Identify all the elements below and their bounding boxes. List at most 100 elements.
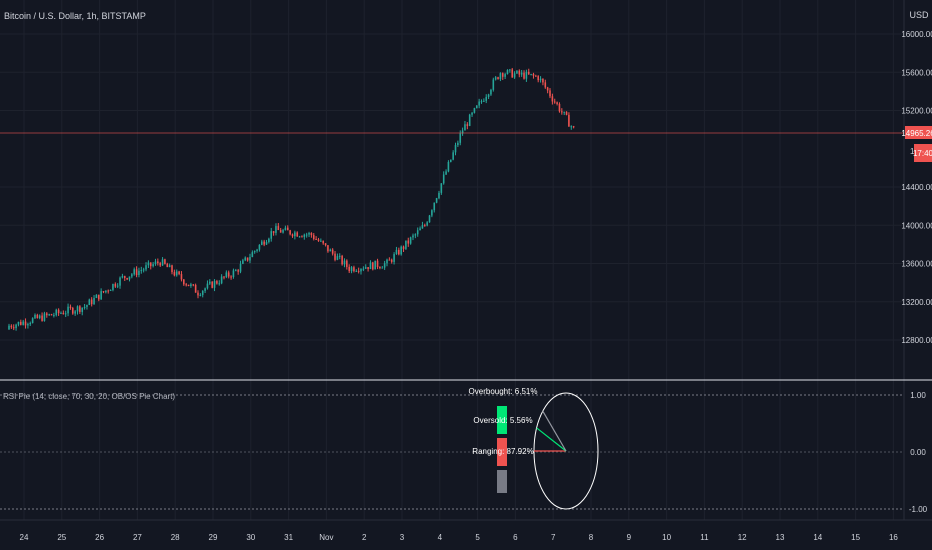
candle-body: [367, 267, 369, 270]
candle-body: [289, 230, 291, 235]
indicator-tick-top: 1.00: [910, 391, 926, 400]
candle-body: [438, 192, 440, 199]
candle-body: [109, 289, 112, 291]
currency-label[interactable]: USD: [909, 10, 929, 20]
time-tick-label: 4: [438, 533, 443, 542]
candle-body: [468, 114, 471, 126]
candle-body: [64, 313, 67, 315]
candle-body: [305, 234, 308, 236]
candle-body: [393, 254, 395, 262]
candle-body: [561, 111, 563, 113]
candle-body: [346, 260, 348, 267]
pie-slice-oversold: [536, 427, 567, 452]
candle-body: [48, 314, 50, 316]
candle-body: [405, 240, 407, 249]
time-tick-label: 8: [589, 533, 594, 542]
price-tick-label: 13200.00: [901, 298, 932, 307]
candle-body: [310, 233, 313, 236]
time-tick-label: 30: [246, 533, 255, 542]
candle-body: [398, 249, 400, 255]
candle-body: [447, 161, 450, 172]
candle-body: [275, 226, 277, 233]
candle-body: [317, 239, 320, 242]
symbol-title[interactable]: Bitcoin / U.S. Dollar, 1h, BITSTAMP: [4, 11, 146, 21]
price-candles[interactable]: [8, 67, 575, 331]
candle-body: [194, 284, 197, 293]
candle-body: [197, 292, 199, 296]
indicator-title[interactable]: RSI Pie (14, close, 70, 30, 20, OB/OS Pi…: [3, 392, 175, 401]
candle-body: [31, 318, 34, 323]
candle-body: [140, 270, 143, 272]
candle-body: [501, 73, 504, 77]
candle-body: [256, 249, 258, 251]
candle-body: [244, 257, 247, 261]
candle-body: [284, 227, 287, 231]
candle-body: [218, 283, 221, 285]
candle-body: [183, 279, 185, 285]
candle-body: [265, 242, 268, 245]
candle-body: [263, 241, 265, 245]
rsi-pie-chart: [533, 392, 599, 510]
candle-body: [449, 159, 452, 162]
candle-body: [546, 87, 549, 91]
candle-body: [386, 259, 388, 264]
candle-body: [433, 202, 436, 211]
candle-body: [258, 244, 261, 250]
candle-body: [107, 290, 110, 292]
oversold-legend-box: [497, 406, 507, 434]
time-tick-label: 25: [57, 533, 66, 542]
candle-body: [568, 114, 570, 127]
candle-body: [409, 237, 412, 244]
candle-body: [364, 267, 367, 269]
candle-body: [260, 241, 263, 245]
time-tick-label: 9: [627, 533, 632, 542]
candle-body: [379, 267, 381, 269]
candle-body: [464, 124, 466, 131]
candle-body: [223, 276, 225, 278]
time-tick-label: 31: [284, 533, 293, 542]
time-tick-label: 11: [700, 533, 709, 542]
candle-body: [355, 270, 358, 272]
price-axis[interactable]: 16000.00 15600.00 15200.00 14400.00 14000.00…: [901, 30, 932, 345]
candle-body: [348, 266, 350, 272]
candle-body: [539, 78, 542, 81]
candle-body: [46, 313, 48, 316]
candle-body: [55, 309, 58, 316]
candle-body: [395, 249, 398, 255]
candle-body: [506, 69, 509, 75]
candle-body: [421, 225, 424, 229]
time-tick-label: 16: [889, 533, 898, 542]
candle-body: [416, 230, 419, 235]
candle-body: [268, 238, 270, 243]
candle-body: [565, 111, 568, 115]
time-tick-label: 29: [209, 533, 218, 542]
candle-body: [133, 269, 136, 275]
candle-body: [173, 272, 176, 276]
candle-body: [471, 112, 473, 115]
candle-body: [353, 267, 355, 272]
candle-body: [412, 235, 414, 238]
candle-body: [282, 230, 284, 233]
candle-body: [428, 215, 431, 223]
time-axis[interactable]: 24 25 26 27 28 29 30 31 Nov 2 3 4 5 6 7 8 9 10 11 12 13 14 15 1…: [20, 533, 899, 542]
candle-body: [478, 101, 480, 106]
candle-body: [527, 71, 530, 75]
oversold-label: Oversold: 5.56%: [473, 416, 532, 425]
candle-body: [232, 270, 235, 278]
candle-body: [239, 263, 242, 272]
candle-body: [497, 77, 499, 80]
candle-body: [201, 290, 204, 295]
candle-body: [199, 294, 202, 296]
candle-body: [312, 235, 315, 240]
candle-body: [161, 259, 164, 266]
candle-body: [419, 228, 421, 231]
candle-body: [374, 260, 376, 270]
last-price-badge: [905, 126, 932, 139]
candle-body: [549, 90, 551, 97]
candle-body: [483, 100, 485, 102]
candle-body: [116, 285, 119, 287]
candle-body: [95, 294, 98, 298]
candle-body: [490, 89, 492, 95]
candle-body: [270, 231, 273, 239]
price-tick-label: 14000.00: [901, 221, 932, 230]
